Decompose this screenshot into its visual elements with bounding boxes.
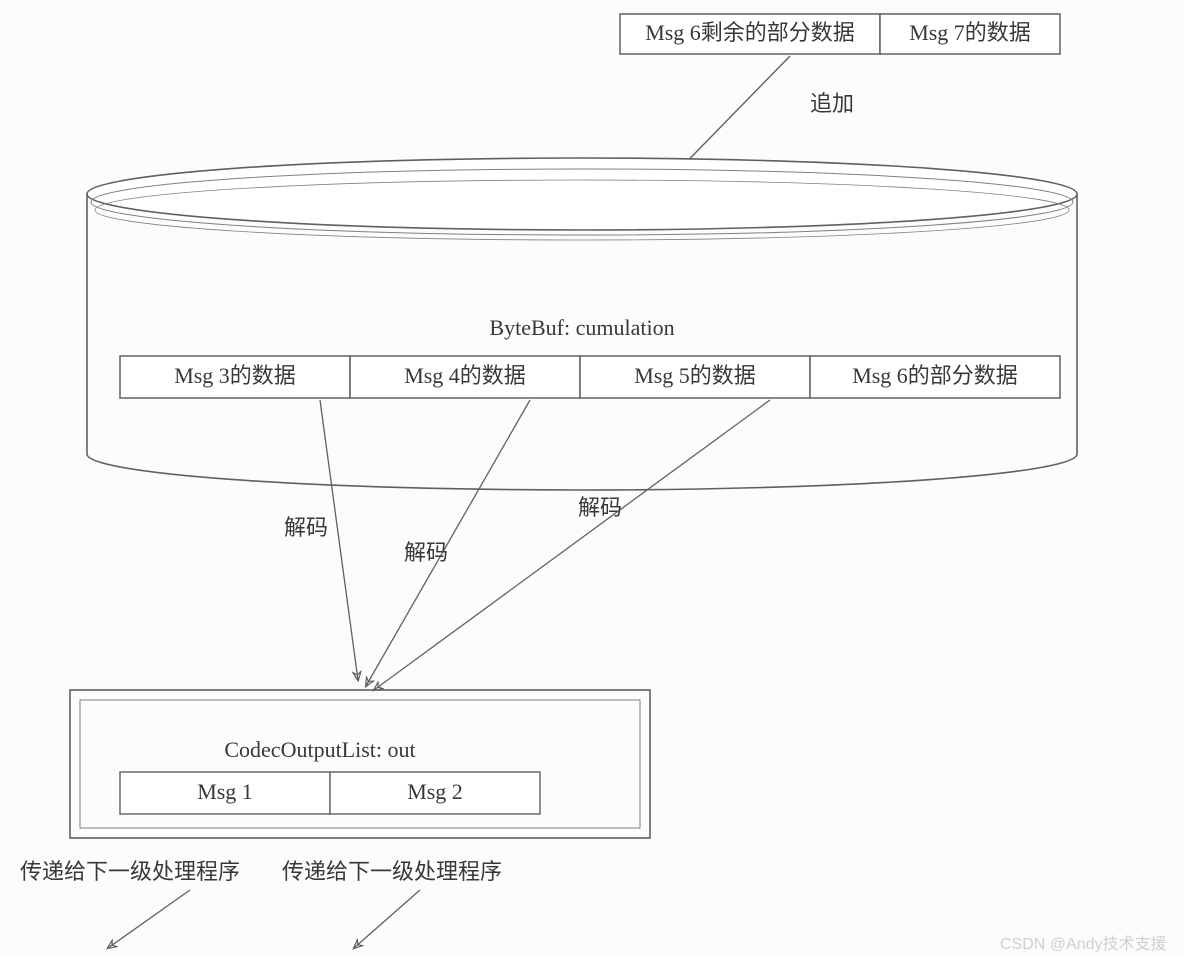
pass-label: 传递给下一级处理程序 xyxy=(282,859,502,884)
decode-label: 解码 xyxy=(284,515,328,540)
bytebuf-cell-label: Msg 6的部分数据 xyxy=(852,363,1018,388)
decode-label: 解码 xyxy=(578,495,622,520)
cylinder-body xyxy=(87,194,1077,490)
bytebuf-cell-label: Msg 5的数据 xyxy=(634,363,756,388)
pass-label: 传递给下一级处理程序 xyxy=(20,859,240,884)
outputlist-title: CodecOutputList: out xyxy=(224,737,415,762)
outputlist-cell-label: Msg 1 xyxy=(197,779,253,804)
outputlist-box-outer xyxy=(70,690,650,838)
pass-arrow xyxy=(354,890,420,948)
watermark: CSDN @Andy技术支援 xyxy=(1000,930,1167,954)
pass-arrow xyxy=(108,890,190,948)
bytebuf-cell-label: Msg 4的数据 xyxy=(404,363,526,388)
top-packet-label: Msg 6剩余的部分数据 xyxy=(645,20,855,45)
decode-label: 解码 xyxy=(404,540,448,565)
cylinder-title: ByteBuf: cumulation xyxy=(489,315,674,340)
top-packet-label: Msg 7的数据 xyxy=(909,20,1031,45)
bytebuf-cell-label: Msg 3的数据 xyxy=(174,363,296,388)
outputlist-cell-label: Msg 2 xyxy=(407,779,463,804)
diagram-canvas: Msg 6剩余的部分数据 Msg 7的数据追加 ByteBuf: cumulatio… xyxy=(0,0,1184,956)
append-label: 追加 xyxy=(810,91,854,116)
